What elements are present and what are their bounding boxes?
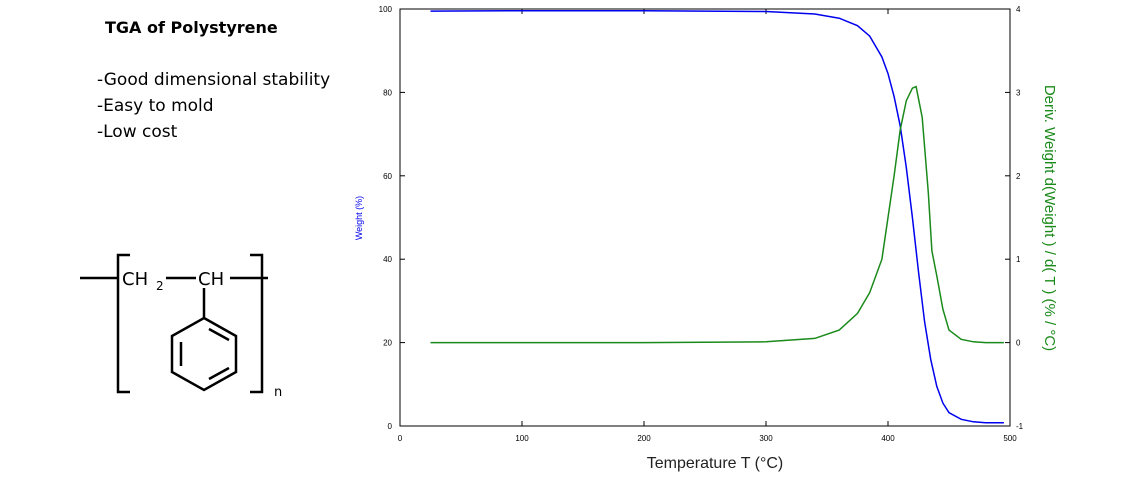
- y-axis-label: Weight (%): [354, 196, 364, 240]
- y2-tick-label: 3: [1016, 88, 1021, 97]
- y-tick-label: 60: [383, 172, 392, 181]
- y2-tick-label: 2: [1016, 172, 1021, 181]
- y2-tick-label: 1: [1016, 255, 1021, 264]
- x-tick-label: 400: [881, 434, 895, 443]
- bullet-item: -Low cost: [97, 122, 178, 142]
- tga-chart: 0 100 200 300 400 500 0 20 40 60 80 100 -1 0 1 2 3 4 Temp…: [354, 5, 1058, 472]
- slide-title: TGA of Polystyrene: [105, 18, 278, 37]
- y2-tick-label: 4: [1016, 5, 1021, 14]
- plot-frame: [399, 8, 1011, 427]
- x-tick-label: 500: [1003, 434, 1017, 443]
- y-tick-label: 80: [383, 88, 392, 97]
- y2-tick-label: -1: [1016, 422, 1024, 431]
- polystyrene-structure: CH 2 CH n: [80, 253, 282, 400]
- x-axis-label: Temperature T (°C): [647, 455, 784, 472]
- x-tick-label: 100: [515, 434, 529, 443]
- y2-tick-label: 0: [1016, 339, 1021, 348]
- bullet-item: -Good dimensional stability: [97, 70, 331, 90]
- x-tick-label: 300: [759, 434, 773, 443]
- y-tick-label: 100: [379, 5, 393, 14]
- ch2-label: CH: [122, 269, 148, 290]
- tick-layer: 0 100 200 300 400 500 0 20 40 60 80 100 -1 0 1 2 3 4: [379, 5, 1024, 443]
- ch-label: CH: [198, 269, 224, 290]
- series-line-deriv: [430, 85, 1004, 344]
- slide-text: TGA of Polystyrene -Good dimensional sta…: [97, 18, 330, 145]
- y2-axis-label: Deriv. Weight d(Weight ) / d( T ) (% / °…: [1041, 85, 1058, 351]
- bullet-list: -Good dimensional stability -Easy to mol…: [97, 67, 330, 145]
- y-tick-label: 0: [388, 422, 393, 431]
- y-tick-label: 20: [383, 339, 392, 348]
- repeat-subscript: n: [274, 385, 282, 400]
- x-tick-label: 0: [398, 434, 403, 443]
- series-line-weight: [430, 9, 1004, 424]
- x-tick-label: 200: [637, 434, 651, 443]
- y-tick-label: 40: [383, 255, 392, 264]
- ch2-subscript: 2: [156, 279, 164, 293]
- bullet-item: -Easy to mold: [97, 96, 214, 116]
